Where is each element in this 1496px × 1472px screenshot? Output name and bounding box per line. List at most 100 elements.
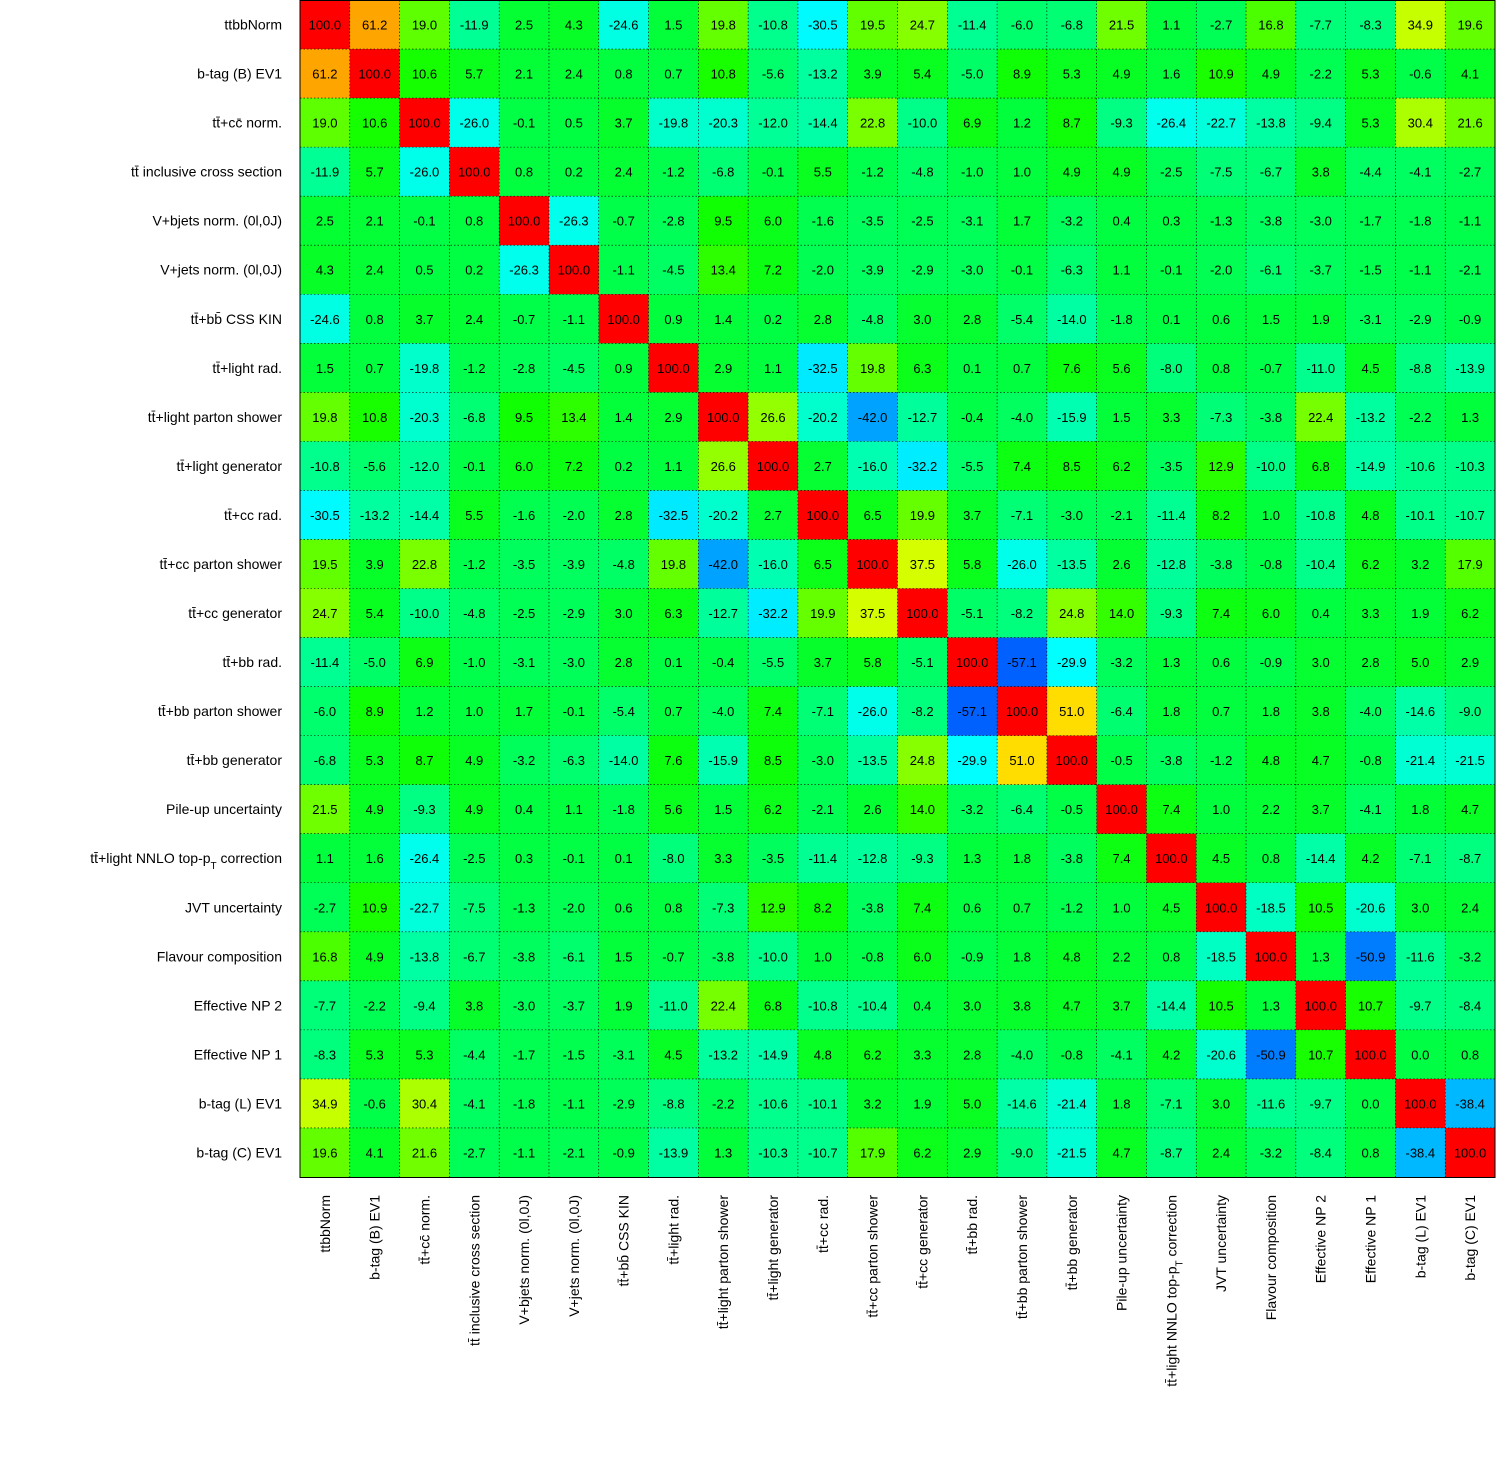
heatmap-cell [349, 784, 401, 835]
cell-value-label: -1.2 [463, 361, 485, 376]
x-tick-label: JVT uncertainty [1213, 1195, 1229, 1292]
cell-value-label: -24.6 [609, 18, 639, 33]
heatmap-cell [748, 98, 799, 148]
x-tick-label: tt̄+bb rad. [964, 1195, 980, 1255]
heatmap-cell [1046, 686, 1098, 737]
heatmap-cell [897, 833, 948, 884]
cell-value-label: -10.0 [1256, 459, 1286, 474]
cell-value-label: 7.4 [1013, 459, 1031, 474]
heatmap-cell [748, 686, 799, 737]
cell-value-label: 19.5 [312, 557, 337, 572]
heatmap-cell [1096, 735, 1147, 786]
heatmap-cell [648, 294, 699, 344]
cell-value-label: 0.1 [1162, 312, 1180, 327]
cell-value-label: 3.0 [1212, 1096, 1230, 1111]
cell-value-label: -6.7 [463, 949, 485, 964]
heatmap-cell [499, 49, 550, 99]
cell-value-label: -2.9 [911, 263, 933, 278]
heatmap-cell [1146, 539, 1197, 589]
cell-value-label: -13.5 [1057, 557, 1087, 572]
cell-value-label: 0.8 [1162, 949, 1180, 964]
cell-value-label: 9.5 [515, 410, 533, 425]
heatmap-cell [797, 833, 849, 884]
heatmap-cell [598, 49, 650, 99]
heatmap-cell [1096, 490, 1147, 540]
cell-value-label: 100.0 [757, 459, 790, 474]
cell-value-label: 2.8 [963, 312, 981, 327]
cell-value-label: -9.4 [413, 998, 435, 1013]
heatmap-cell [847, 1078, 898, 1129]
cell-value-label: -1.1 [563, 312, 585, 327]
cell-value-label: 5.3 [415, 1047, 433, 1062]
heatmap-cell [1246, 1127, 1297, 1178]
cell-value-label: 2.5 [515, 18, 533, 33]
cell-value-label: -8.7 [1160, 1145, 1182, 1160]
cell-value-label: 0.1 [664, 655, 682, 670]
x-tick-label: tt̄+bb̄ CSS KIN [616, 1195, 632, 1286]
cell-value-label: 1.7 [1013, 214, 1031, 229]
heatmap-cell [797, 490, 849, 540]
cell-value-label: 0.7 [664, 704, 682, 719]
cell-value-label: -0.1 [563, 704, 585, 719]
cell-value-label: -6.7 [1260, 165, 1282, 180]
heatmap-cell [847, 784, 898, 835]
cell-value-label: 4.3 [565, 18, 583, 33]
heatmap-cell [997, 392, 1048, 442]
heatmap-cell [1046, 98, 1098, 148]
cell-value-label: -1.8 [612, 802, 634, 817]
cell-value-label: -12.8 [1157, 557, 1187, 572]
cell-value-label: 6.2 [1361, 557, 1379, 572]
cell-value-label: 0.0 [1361, 1096, 1379, 1111]
cell-value-label: 5.8 [963, 557, 981, 572]
cell-value-label: 12.9 [760, 900, 785, 915]
cell-value-label: -1.0 [463, 655, 485, 670]
x-tick-label: tt̄+light rad. [665, 1195, 681, 1265]
cell-value-label: -29.9 [957, 753, 987, 768]
cell-value-label: -2.2 [1409, 410, 1431, 425]
heatmap-cell [399, 539, 450, 589]
heatmap-cell [399, 294, 450, 344]
cell-value-label: 5.6 [1113, 361, 1131, 376]
heatmap-cell [399, 735, 450, 786]
heatmap-cell [1345, 147, 1396, 197]
heatmap-cell [1146, 196, 1197, 246]
cell-value-label: 37.5 [910, 557, 935, 572]
cell-value-label: 1.5 [316, 361, 334, 376]
cell-value-label: 10.5 [1208, 998, 1233, 1013]
cell-value-label: 1.5 [714, 802, 732, 817]
cell-value-label: 1.1 [1162, 18, 1180, 33]
heatmap-cell [797, 588, 849, 639]
cell-value-label: 1.1 [1113, 263, 1131, 278]
heatmap-cell [399, 833, 450, 884]
cell-value-label: 100.0 [1304, 998, 1337, 1013]
cell-value-label: -2.0 [812, 263, 834, 278]
heatmap-cell [648, 441, 699, 491]
cell-value-label: -24.6 [310, 312, 340, 327]
y-tick-label: tt̄+light generator [177, 458, 283, 474]
cell-value-label: 24.8 [1059, 606, 1084, 621]
cell-value-label: 2.9 [664, 410, 682, 425]
heatmap-cell [1046, 196, 1098, 246]
cell-value-label: 61.2 [362, 18, 387, 33]
heatmap-cell [997, 98, 1048, 148]
heatmap-cell [1196, 588, 1247, 639]
cell-value-label: 4.3 [316, 263, 334, 278]
cell-value-label: 100.0 [458, 165, 491, 180]
heatmap-cell [1096, 441, 1147, 491]
cell-value-label: -26.3 [509, 263, 539, 278]
heatmap-cell [300, 343, 351, 393]
heatmap-cell [499, 1127, 550, 1178]
heatmap-cell [1096, 931, 1147, 982]
y-tick-label: Flavour composition [157, 948, 282, 964]
heatmap-cell [1295, 392, 1347, 442]
cell-value-label: -14.6 [1007, 1096, 1037, 1111]
cell-value-label: -9.0 [1459, 704, 1481, 719]
cell-value-label: -9.3 [911, 851, 933, 866]
cell-value-label: -9.3 [1110, 116, 1132, 131]
heatmap-cell [1096, 833, 1147, 884]
cell-value-label: -3.5 [861, 214, 883, 229]
x-tick-label: b-tag (C) EV1 [1462, 1195, 1478, 1281]
heatmap-cell [1445, 588, 1496, 639]
heatmap-cell [1146, 1078, 1197, 1129]
